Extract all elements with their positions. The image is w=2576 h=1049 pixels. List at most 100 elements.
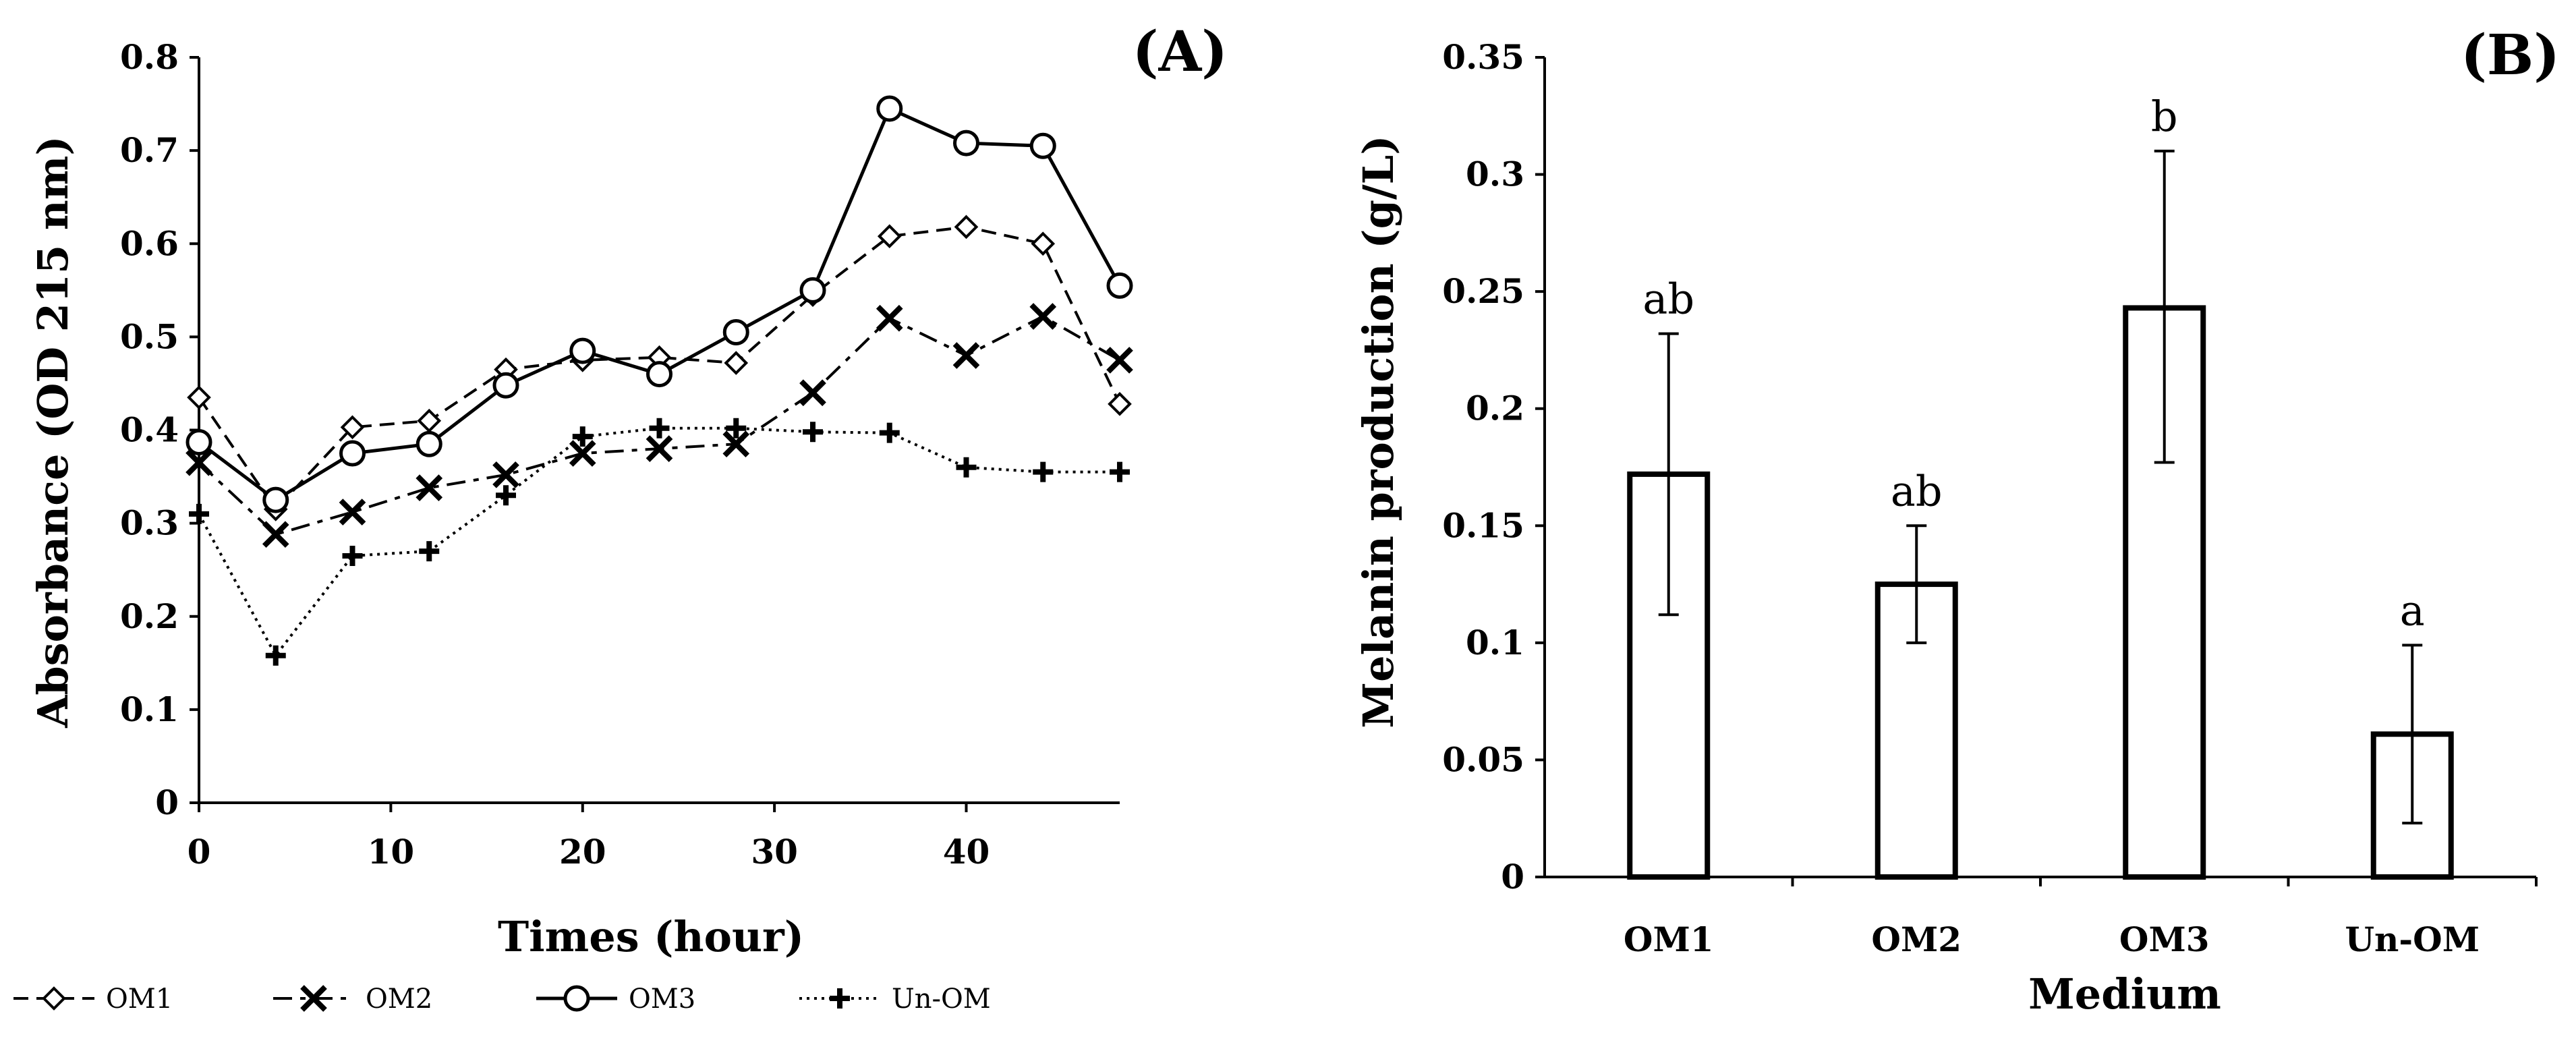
- data-point-om2: [646, 435, 673, 462]
- y-tick-label: 0.1: [120, 689, 179, 729]
- y-axis-label: Absorbance (OD 215 nm): [28, 136, 78, 728]
- data-point-om2: [876, 304, 903, 332]
- data-point-om3: [722, 318, 749, 345]
- significance-label-un-om: a: [2400, 586, 2425, 635]
- error-bar-om2: [1906, 524, 1927, 644]
- x-tick-label-un-om: Un-OM: [2345, 919, 2480, 959]
- series-om2: [185, 303, 1133, 548]
- bar-chart-panel-b: (B) 0 0.05 0.1 0.15 0.2 0.25 0.3 0.35 ab OM1 ab OM…: [1354, 23, 2560, 1019]
- x-tick-label-om3: OM3: [2119, 919, 2210, 959]
- y-tick-label: 0: [1501, 857, 1524, 897]
- legend-label-un-om: Un-OM: [892, 984, 991, 1015]
- legend-item-om2: OM2: [273, 984, 432, 1015]
- y-tick-label: 0.6: [120, 223, 179, 263]
- data-point-om1: [724, 351, 749, 375]
- legend-marker-un-om: [830, 988, 850, 1009]
- data-point-om2: [262, 521, 289, 548]
- legend-label-om2: OM2: [366, 984, 432, 1015]
- data-point-om1: [417, 408, 442, 433]
- data-point-om3: [1106, 272, 1133, 299]
- data-point-om3: [646, 361, 672, 388]
- x-tick-label: 40: [943, 832, 990, 872]
- data-point-un-om: [879, 422, 900, 443]
- legend-marker-om2: [300, 985, 327, 1012]
- data-point-om1: [877, 224, 902, 249]
- data-point-om2: [952, 342, 980, 369]
- data-point-om3: [1029, 132, 1056, 159]
- y-tick-label: 0.1: [1466, 623, 1524, 662]
- data-point-om3: [953, 130, 979, 157]
- y-tick-label: 0.3: [1466, 154, 1524, 194]
- error-bar-om3: [2154, 149, 2175, 464]
- x-ticks: 0 10 20 30 40: [188, 803, 990, 872]
- series-om3: [185, 95, 1133, 513]
- significance-label-om1: ab: [1642, 275, 1694, 324]
- data-point-om2: [416, 474, 443, 501]
- y-tick-label: 0.2: [1466, 389, 1524, 428]
- y-ticks: 0 0.1 0.2 0.3 0.4 0.5 0.6 0.7 0.8: [120, 37, 199, 822]
- y-tick-label: 0.05: [1442, 739, 1524, 779]
- x-tick-label: 20: [559, 832, 606, 872]
- legend-label-om3: OM3: [629, 984, 695, 1015]
- significance-label-om2: ab: [1891, 466, 1943, 515]
- data-point-om3: [185, 428, 212, 455]
- x-tick-label: 10: [368, 832, 415, 872]
- data-point-om3: [876, 95, 903, 122]
- data-point-un-om: [956, 457, 977, 478]
- data-point-om3: [416, 430, 442, 457]
- data-point-un-om: [803, 422, 823, 443]
- legend-label-om1: OM1: [106, 984, 173, 1015]
- series-line-om3: [198, 106, 1122, 503]
- data-point-om2: [1029, 303, 1057, 330]
- legend-marker-om3: [563, 985, 590, 1012]
- y-tick-label: 0.5: [120, 316, 179, 356]
- x-axis-label: Times (hour): [498, 912, 804, 961]
- y-tick-label: 0.3: [120, 503, 179, 543]
- data-point-om2: [569, 440, 596, 467]
- legend-item-un-om: Un-OM: [799, 984, 991, 1015]
- panel-a-label: (A): [1133, 20, 1228, 84]
- bars-group: ab OM1 ab OM2 b OM3 a Un-OM: [1624, 92, 2538, 959]
- data-point-om2: [799, 379, 826, 407]
- data-point-om3: [492, 372, 519, 399]
- data-point-un-om: [419, 541, 440, 562]
- x-tick-label: 0: [188, 832, 211, 872]
- panel-b-label: (B): [2461, 23, 2560, 88]
- data-point-om3: [262, 486, 289, 513]
- y-axis-label: Melanin production (g/L): [1354, 135, 1403, 728]
- data-point-om1: [1108, 391, 1132, 416]
- data-point-un-om: [189, 503, 209, 524]
- y-tick-label: 0.8: [120, 37, 179, 77]
- y-tick-label: 0.4: [120, 410, 179, 450]
- y-tick-label: 0.35: [1442, 37, 1524, 77]
- y-tick-label: 0.25: [1442, 271, 1524, 311]
- x-tick-label: 30: [751, 832, 798, 872]
- legend: OM1 OM2 OM3 Un-OM: [13, 984, 991, 1015]
- data-point-om3: [339, 440, 366, 467]
- data-point-un-om: [1110, 461, 1130, 482]
- data-point-om2: [185, 449, 212, 476]
- series-un-om: [189, 418, 1130, 666]
- data-point-om1: [187, 385, 211, 409]
- data-point-om2: [1106, 347, 1133, 374]
- y-tick-label: 0.7: [120, 130, 179, 170]
- data-point-un-om: [572, 426, 593, 447]
- error-bar-om1: [1658, 332, 1679, 617]
- legend-item-om1: OM1: [13, 984, 173, 1015]
- data-point-om2: [722, 430, 750, 458]
- data-point-om3: [569, 337, 596, 364]
- error-bar-un-om: [2402, 644, 2423, 825]
- x-tick-label-om1: OM1: [1624, 919, 1714, 959]
- data-point-om2: [339, 499, 366, 526]
- legend-item-om3: OM3: [536, 984, 695, 1015]
- y-tick-label: 0.15: [1442, 505, 1524, 545]
- data-point-un-om: [726, 418, 747, 438]
- y-ticks: 0 0.05 0.1 0.15 0.2 0.25 0.3 0.35: [1442, 37, 1545, 897]
- x-axis-label: Medium: [2028, 969, 2221, 1019]
- x-tick-label-om2: OM2: [1871, 919, 1962, 959]
- data-point-un-om: [1033, 461, 1054, 482]
- y-tick-label: 0: [155, 783, 179, 822]
- series-group: [185, 95, 1133, 666]
- data-point-un-om: [649, 418, 670, 438]
